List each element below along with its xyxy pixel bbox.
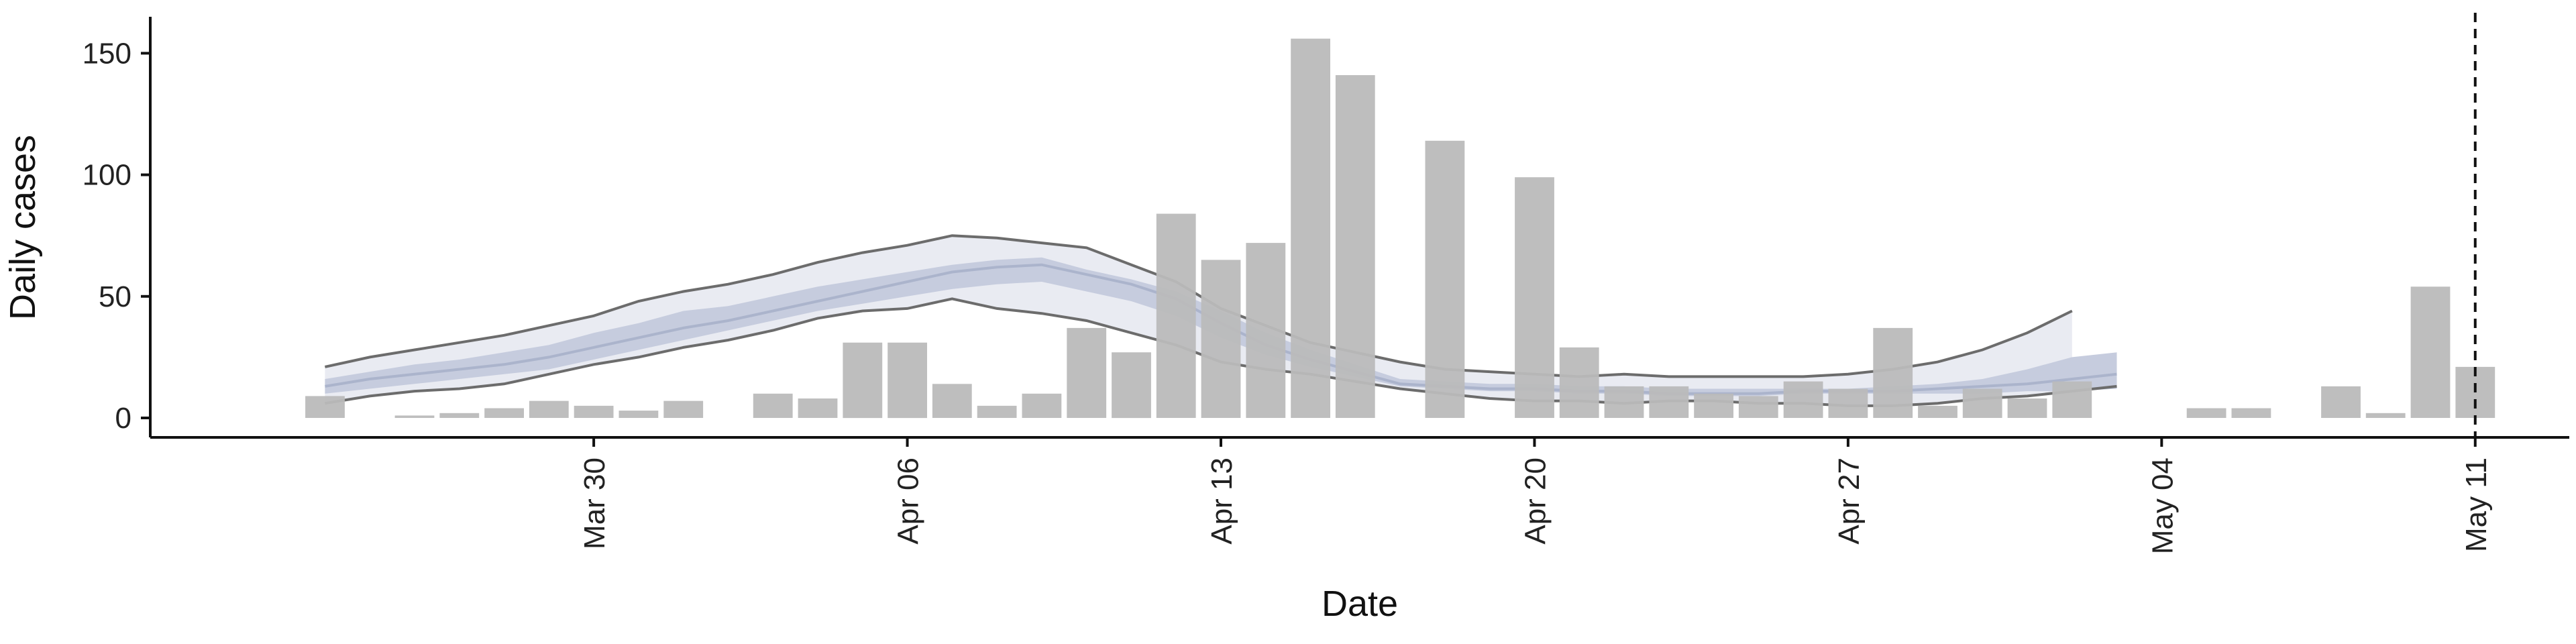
bar — [1604, 386, 1644, 418]
x-ticks: Mar 30 Apr 06 Apr 13 Apr 20 Apr 27 May 04 May … — [578, 437, 2493, 554]
bar — [663, 400, 704, 418]
y-axis: 0 50 100 150 — [83, 17, 152, 437]
bar — [1291, 38, 1330, 419]
bars-layer — [305, 38, 2496, 419]
bar — [1335, 75, 1375, 418]
x-axis-title: Date — [1322, 584, 1398, 624]
bar — [798, 398, 838, 418]
x-tick-label: Apr 13 — [1205, 458, 1238, 545]
bar — [2186, 408, 2226, 418]
x-tick-label: May 04 — [2146, 458, 2179, 554]
bar — [2365, 413, 2406, 418]
bar — [888, 342, 927, 419]
y-tick-label: 50 — [99, 280, 131, 313]
y-ticks: 0 50 100 150 — [83, 37, 150, 435]
bar — [1783, 381, 1823, 418]
bar — [529, 400, 569, 418]
bar — [2007, 398, 2047, 418]
bar — [484, 408, 524, 418]
bar — [1694, 393, 1733, 418]
x-tick-label: Apr 27 — [1833, 458, 1866, 545]
y-tick-label: 0 — [115, 402, 131, 435]
bar — [1201, 260, 1241, 418]
bar — [2231, 408, 2271, 418]
bar — [2052, 381, 2092, 418]
bar — [1246, 243, 1286, 418]
bar — [1559, 347, 1599, 418]
bar — [305, 396, 345, 418]
bar — [1022, 393, 1062, 418]
bar — [1918, 405, 1957, 418]
bar — [977, 405, 1017, 418]
bar — [1515, 177, 1554, 418]
bar — [1962, 388, 2002, 418]
bar — [2410, 286, 2451, 418]
bar — [1649, 386, 1689, 418]
bar — [1738, 396, 1778, 418]
x-tick-label: May 11 — [2460, 458, 2493, 552]
y-tick-label: 150 — [83, 37, 131, 70]
bar — [1425, 140, 1465, 419]
bar — [932, 384, 972, 418]
bar — [753, 393, 793, 418]
bar — [439, 413, 480, 418]
x-tick-label: Apr 06 — [892, 458, 925, 545]
bar — [574, 405, 614, 418]
outer-band-upper-line — [324, 234, 2073, 378]
y-tick-label: 100 — [83, 159, 131, 192]
bar — [619, 411, 659, 418]
bar — [1067, 327, 1107, 418]
bar — [1873, 327, 1913, 418]
bar — [1828, 388, 1868, 418]
bar — [2321, 386, 2361, 418]
bar — [1156, 213, 1196, 418]
bar — [1112, 352, 1151, 419]
x-tick-label: Apr 20 — [1519, 458, 1552, 545]
y-axis-title: Daily cases — [3, 135, 43, 320]
bar — [394, 415, 435, 418]
bar — [843, 342, 883, 419]
x-axis: Mar 30 Apr 06 Apr 13 Apr 20 Apr 27 May 04 May … — [150, 436, 2569, 554]
x-tick-label: Mar 30 — [578, 458, 611, 549]
